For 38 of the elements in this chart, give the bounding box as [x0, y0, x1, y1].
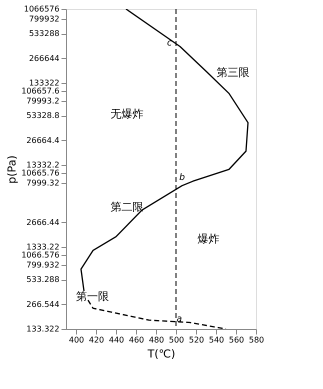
- y-tick-label: 1066.576: [21, 250, 60, 260]
- annotation: 爆炸: [198, 232, 220, 246]
- annotation: 第一限: [76, 290, 110, 303]
- y-tick-label: 26664.4: [26, 136, 60, 145]
- annotation: c: [167, 38, 172, 49]
- y-tick-label: 1066576: [24, 4, 60, 14]
- annotation: 第三限: [216, 66, 250, 79]
- annotation: 无爆炸: [110, 108, 144, 121]
- y-tick-label: 1333.22: [26, 242, 60, 252]
- y-tick-label: 799.932: [26, 260, 60, 270]
- y-tick-label: 106657.6: [21, 86, 60, 96]
- x-tick-label: 580: [248, 336, 264, 344]
- x-tick-label: 440: [108, 336, 124, 344]
- y-tick-label: 533.288: [26, 275, 60, 284]
- y-tick-label: 7999.32: [26, 178, 60, 188]
- y-tick-label: 53328.8: [26, 111, 60, 120]
- x-axis-title: T(℃): [146, 348, 176, 360]
- y-axis-title: p(Pa): [5, 155, 18, 184]
- y-tick-label: 133322: [28, 78, 60, 88]
- x-tick-label: 420: [88, 336, 104, 344]
- y-tick-label: 533288: [28, 29, 60, 38]
- y-tick-label: 266.544: [26, 300, 60, 309]
- x-tick-label: 520: [188, 336, 204, 344]
- y-tick-label: 79993.2: [26, 96, 60, 106]
- x-tick-label: 560: [228, 336, 244, 344]
- y-tick-label: 10665.76: [21, 168, 60, 178]
- y-tick-label: 266644: [28, 54, 60, 63]
- x-tick-label: 500: [168, 336, 184, 344]
- x-tick-label: 400: [68, 336, 84, 344]
- y-tick-label: 13332.2: [26, 160, 60, 170]
- x-tick-label: 480: [148, 336, 164, 344]
- annotation: 第二限: [110, 200, 144, 214]
- y-tick-label: 799932: [28, 14, 60, 24]
- y-tick-label: 2666.44: [26, 218, 60, 227]
- x-tick-label: 540: [208, 336, 224, 344]
- annotation: b: [179, 173, 186, 184]
- y-tick-label: 133.322: [26, 324, 60, 334]
- x-tick-label: 460: [128, 336, 144, 344]
